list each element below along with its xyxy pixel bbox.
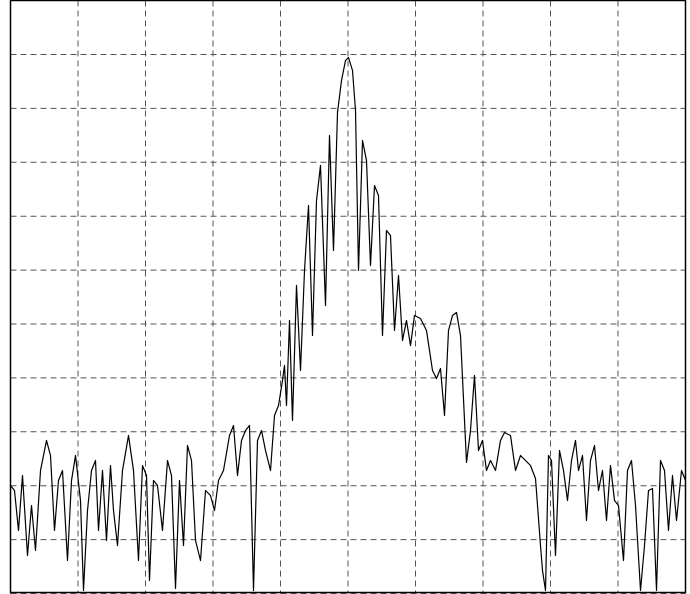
plot-frame [9, 0, 687, 594]
trace-line [10, 56, 687, 592]
